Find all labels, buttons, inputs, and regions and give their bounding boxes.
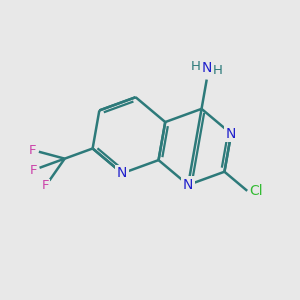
Text: F: F [30,164,37,176]
Text: Cl: Cl [250,184,263,198]
Text: H: H [191,60,200,73]
Text: N: N [226,127,236,141]
Text: N: N [117,166,128,180]
Text: F: F [29,143,36,157]
Text: F: F [42,179,50,192]
Text: N: N [202,61,212,75]
Text: H: H [213,64,223,77]
Text: N: N [183,178,193,192]
